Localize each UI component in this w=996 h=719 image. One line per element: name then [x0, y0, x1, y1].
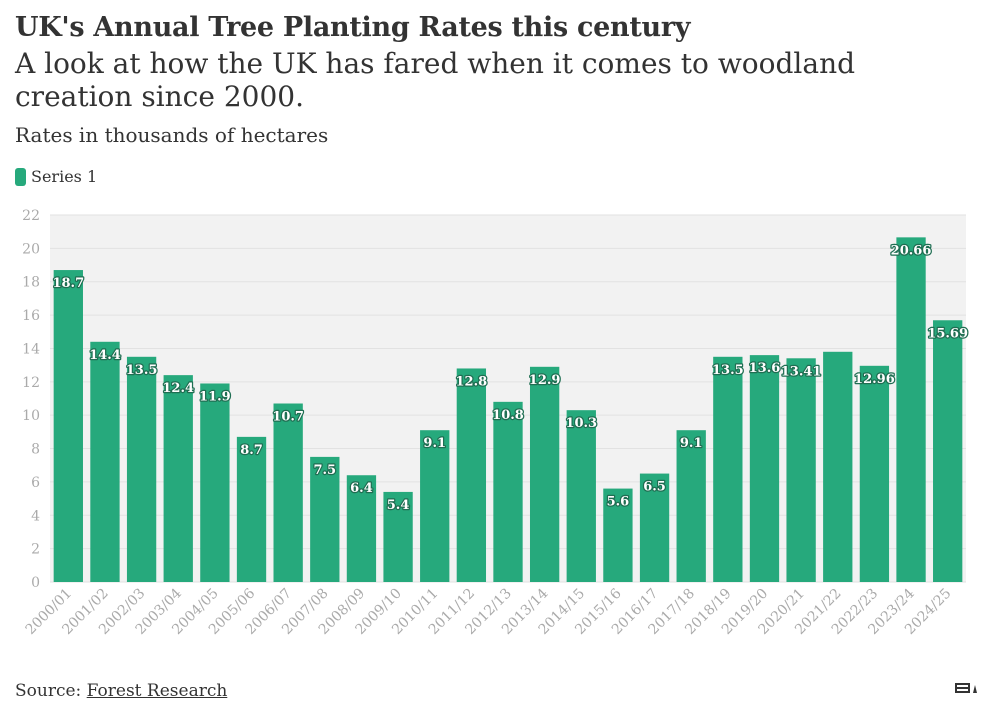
data-label: 13.6 [749, 361, 781, 376]
y-tick-label: 22 [22, 208, 40, 224]
data-label: 15.69 [927, 326, 968, 341]
bar [420, 430, 450, 582]
legend-label: Series 1 [31, 167, 98, 186]
data-label: 11.9 [199, 389, 231, 404]
bar [456, 368, 487, 582]
y-tick-label: 14 [22, 341, 40, 357]
bar [639, 473, 670, 582]
forestry-journal-logo-icon [955, 683, 977, 693]
bar [200, 383, 230, 582]
data-label: 9.1 [423, 436, 446, 451]
bar [713, 356, 743, 582]
y-tick-label: 20 [22, 241, 40, 257]
legend[interactable]: Series 1 [15, 167, 97, 186]
data-label: 6.4 [350, 481, 373, 496]
data-label: 5.6 [607, 495, 630, 510]
y-tick-label: 16 [22, 308, 40, 324]
y-tick-label: 2 [31, 542, 40, 558]
bar [273, 403, 303, 582]
bar [529, 366, 560, 582]
bar [346, 475, 377, 582]
bar [786, 358, 816, 582]
data-label: 13.5 [712, 363, 744, 378]
data-label: 7.5 [313, 463, 336, 478]
source-note: Source: Forest Research [15, 681, 227, 701]
bar [90, 341, 120, 582]
y-tick-label: 8 [31, 442, 40, 458]
bar [933, 320, 963, 582]
bar [310, 456, 340, 582]
bar [566, 410, 596, 582]
bar [236, 436, 267, 582]
bar [749, 355, 780, 582]
bar [163, 375, 193, 582]
y-tick-label: 6 [31, 475, 40, 491]
bar [603, 488, 633, 582]
data-label: 12.4 [162, 381, 194, 396]
chart-title: UK's Annual Tree Planting Rates this cen… [15, 12, 691, 43]
bar [53, 270, 83, 582]
data-label: 12.8 [456, 374, 488, 389]
bar [126, 356, 157, 582]
unit-note: Rates in thousands of hectares [15, 123, 329, 147]
data-label: 6.5 [643, 480, 666, 495]
chart-subtitle: A look at how the UK has fared when it c… [15, 47, 856, 113]
data-label: 13.41 [781, 364, 822, 379]
y-tick-label: 0 [31, 575, 40, 591]
data-label: 9.1 [680, 436, 703, 451]
data-label: 14.4 [89, 348, 121, 363]
bar [823, 351, 853, 582]
data-label: 12.9 [529, 373, 561, 388]
data-label: 5.4 [387, 498, 410, 513]
data-label: 20.66 [891, 243, 932, 258]
data-label: 10.8 [492, 408, 524, 423]
source-link[interactable]: Forest Research [86, 681, 228, 701]
bar-chart: 024681012141618202218.72000/0114.42001/0… [22, 208, 969, 638]
y-tick-label: 10 [22, 408, 40, 424]
data-label: 12.96 [854, 372, 895, 387]
bar [859, 365, 890, 582]
bar [383, 491, 413, 582]
bar [896, 237, 926, 582]
data-label: 8.7 [240, 443, 263, 458]
y-tick-label: 18 [22, 275, 40, 291]
data-label: 18.7 [52, 276, 84, 291]
source-prefix: Source: [15, 681, 87, 701]
y-tick-label: 4 [31, 508, 40, 524]
legend-swatch [15, 167, 26, 186]
data-label: 10.7 [272, 410, 304, 425]
bar [493, 401, 523, 582]
data-label: 10.3 [565, 416, 597, 431]
data-label: 13.5 [126, 363, 158, 378]
bar [676, 430, 706, 582]
y-tick-label: 12 [22, 375, 40, 391]
